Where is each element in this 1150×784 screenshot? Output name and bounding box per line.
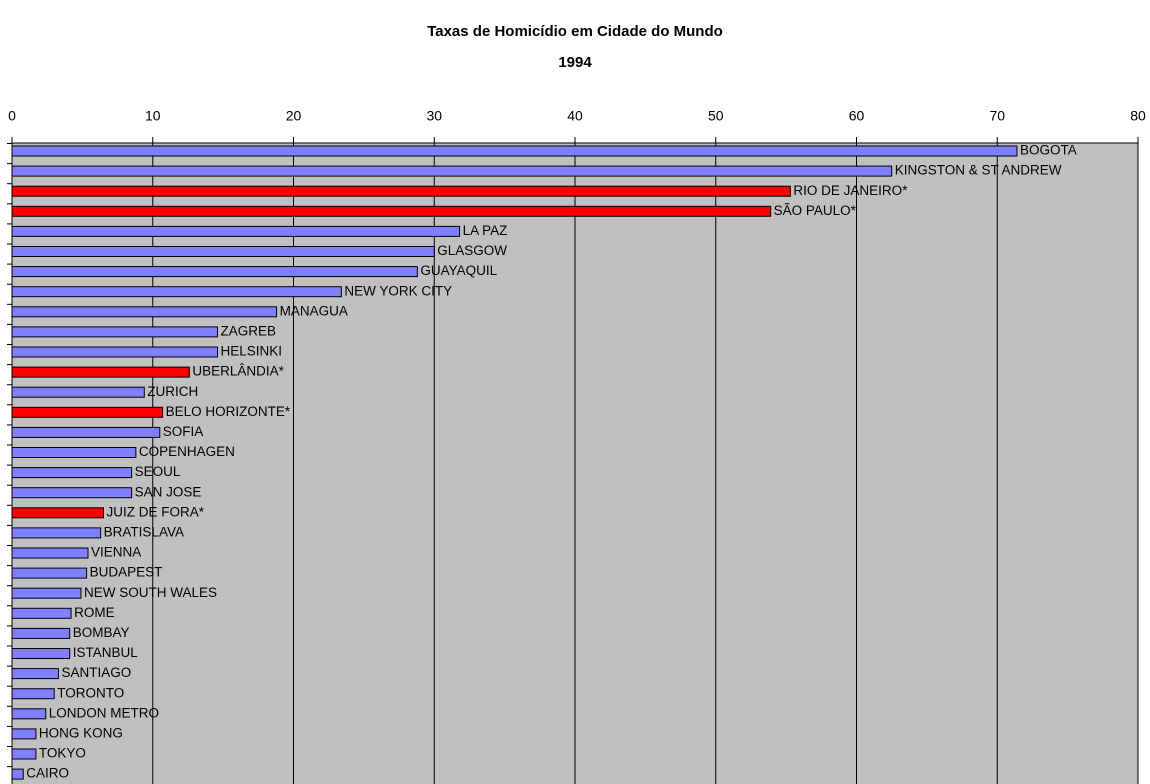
bar: [11, 567, 88, 579]
bar: [11, 688, 55, 700]
category-label: HELSINKI: [220, 344, 282, 359]
bar: [11, 487, 133, 499]
bar: [11, 426, 161, 438]
x-tick-label: 80: [1130, 108, 1146, 124]
bar: [11, 627, 71, 639]
category-label: BRATISLAVA: [104, 524, 184, 539]
x-tick-label: 60: [849, 108, 865, 124]
bar: [11, 185, 791, 197]
bar: [11, 406, 164, 418]
bar: [11, 366, 190, 378]
bar: [11, 768, 24, 780]
x-tick-label: 0: [8, 108, 16, 124]
category-label: ROME: [74, 605, 115, 620]
category-label: UBERLÂNDIA*: [192, 364, 284, 379]
category-label: LA PAZ: [463, 223, 508, 238]
bar: [11, 266, 418, 278]
category-label: BELO HORIZONTE*: [166, 404, 291, 419]
category-label: ISTANBUL: [73, 645, 139, 660]
category-label: BUDAPEST: [90, 565, 163, 580]
bar: [11, 708, 47, 720]
category-label: SANTIAGO: [61, 665, 131, 680]
category-label: SEOUL: [135, 464, 181, 479]
bar: [11, 286, 342, 298]
bar: [11, 547, 89, 559]
category-label: LONDON METRO: [49, 705, 159, 720]
bar: [11, 728, 37, 740]
category-label: COPENHAGEN: [139, 444, 235, 459]
chart-title: Taxas de Homicídio em Cidade do Mundo: [427, 23, 723, 40]
category-label: HONG KONG: [39, 725, 123, 740]
bar: [11, 748, 37, 760]
category-label: BOGOTA: [1020, 143, 1077, 158]
bar: [11, 447, 137, 458]
chart-subtitle: 1994: [558, 54, 592, 71]
bar: [11, 165, 893, 177]
category-label: JUIZ DE FORA*: [106, 504, 204, 519]
bar: [11, 467, 133, 479]
bar: [11, 527, 102, 539]
category-label: SAN JOSE: [135, 484, 202, 499]
category-label: GLASGOW: [437, 243, 507, 258]
bar: [11, 326, 218, 338]
x-tick-label: 40: [567, 108, 583, 124]
bar: [11, 225, 461, 237]
x-tick-label: 50: [708, 108, 724, 124]
category-label: KINGSTON & ST ANDREW: [895, 163, 1062, 178]
category-label: TOKYO: [39, 746, 86, 761]
bar: [11, 607, 72, 619]
bar: [11, 346, 218, 358]
category-label: ZURICH: [147, 384, 198, 399]
x-tick-label: 10: [145, 108, 161, 124]
bar: [11, 306, 278, 318]
x-tick-label: 70: [989, 108, 1005, 124]
bar: [11, 145, 1018, 157]
category-label: BOMBAY: [73, 625, 130, 640]
bar: [11, 246, 435, 257]
category-label: MANAGUA: [280, 303, 348, 318]
bar: [11, 648, 71, 659]
bar: [11, 587, 82, 599]
category-label: CAIRO: [26, 766, 69, 781]
category-label: GUAYAQUIL: [420, 263, 497, 278]
x-tick-label: 20: [286, 108, 302, 124]
category-label: VIENNA: [91, 545, 141, 560]
x-tick-label: 30: [426, 108, 442, 124]
category-label: SÃO PAULO*: [774, 203, 857, 218]
category-label: NEW SOUTH WALES: [84, 585, 217, 600]
bar: [11, 205, 772, 217]
bar: [11, 386, 145, 398]
category-label: SOFIA: [163, 424, 204, 439]
category-label: TORONTO: [57, 685, 124, 700]
bar: [11, 668, 59, 680]
category-label: NEW YORK CITY: [344, 283, 452, 298]
bar: [11, 507, 104, 519]
category-label: ZAGREB: [220, 323, 276, 338]
category-label: RIO DE JANEIRO*: [793, 183, 908, 198]
